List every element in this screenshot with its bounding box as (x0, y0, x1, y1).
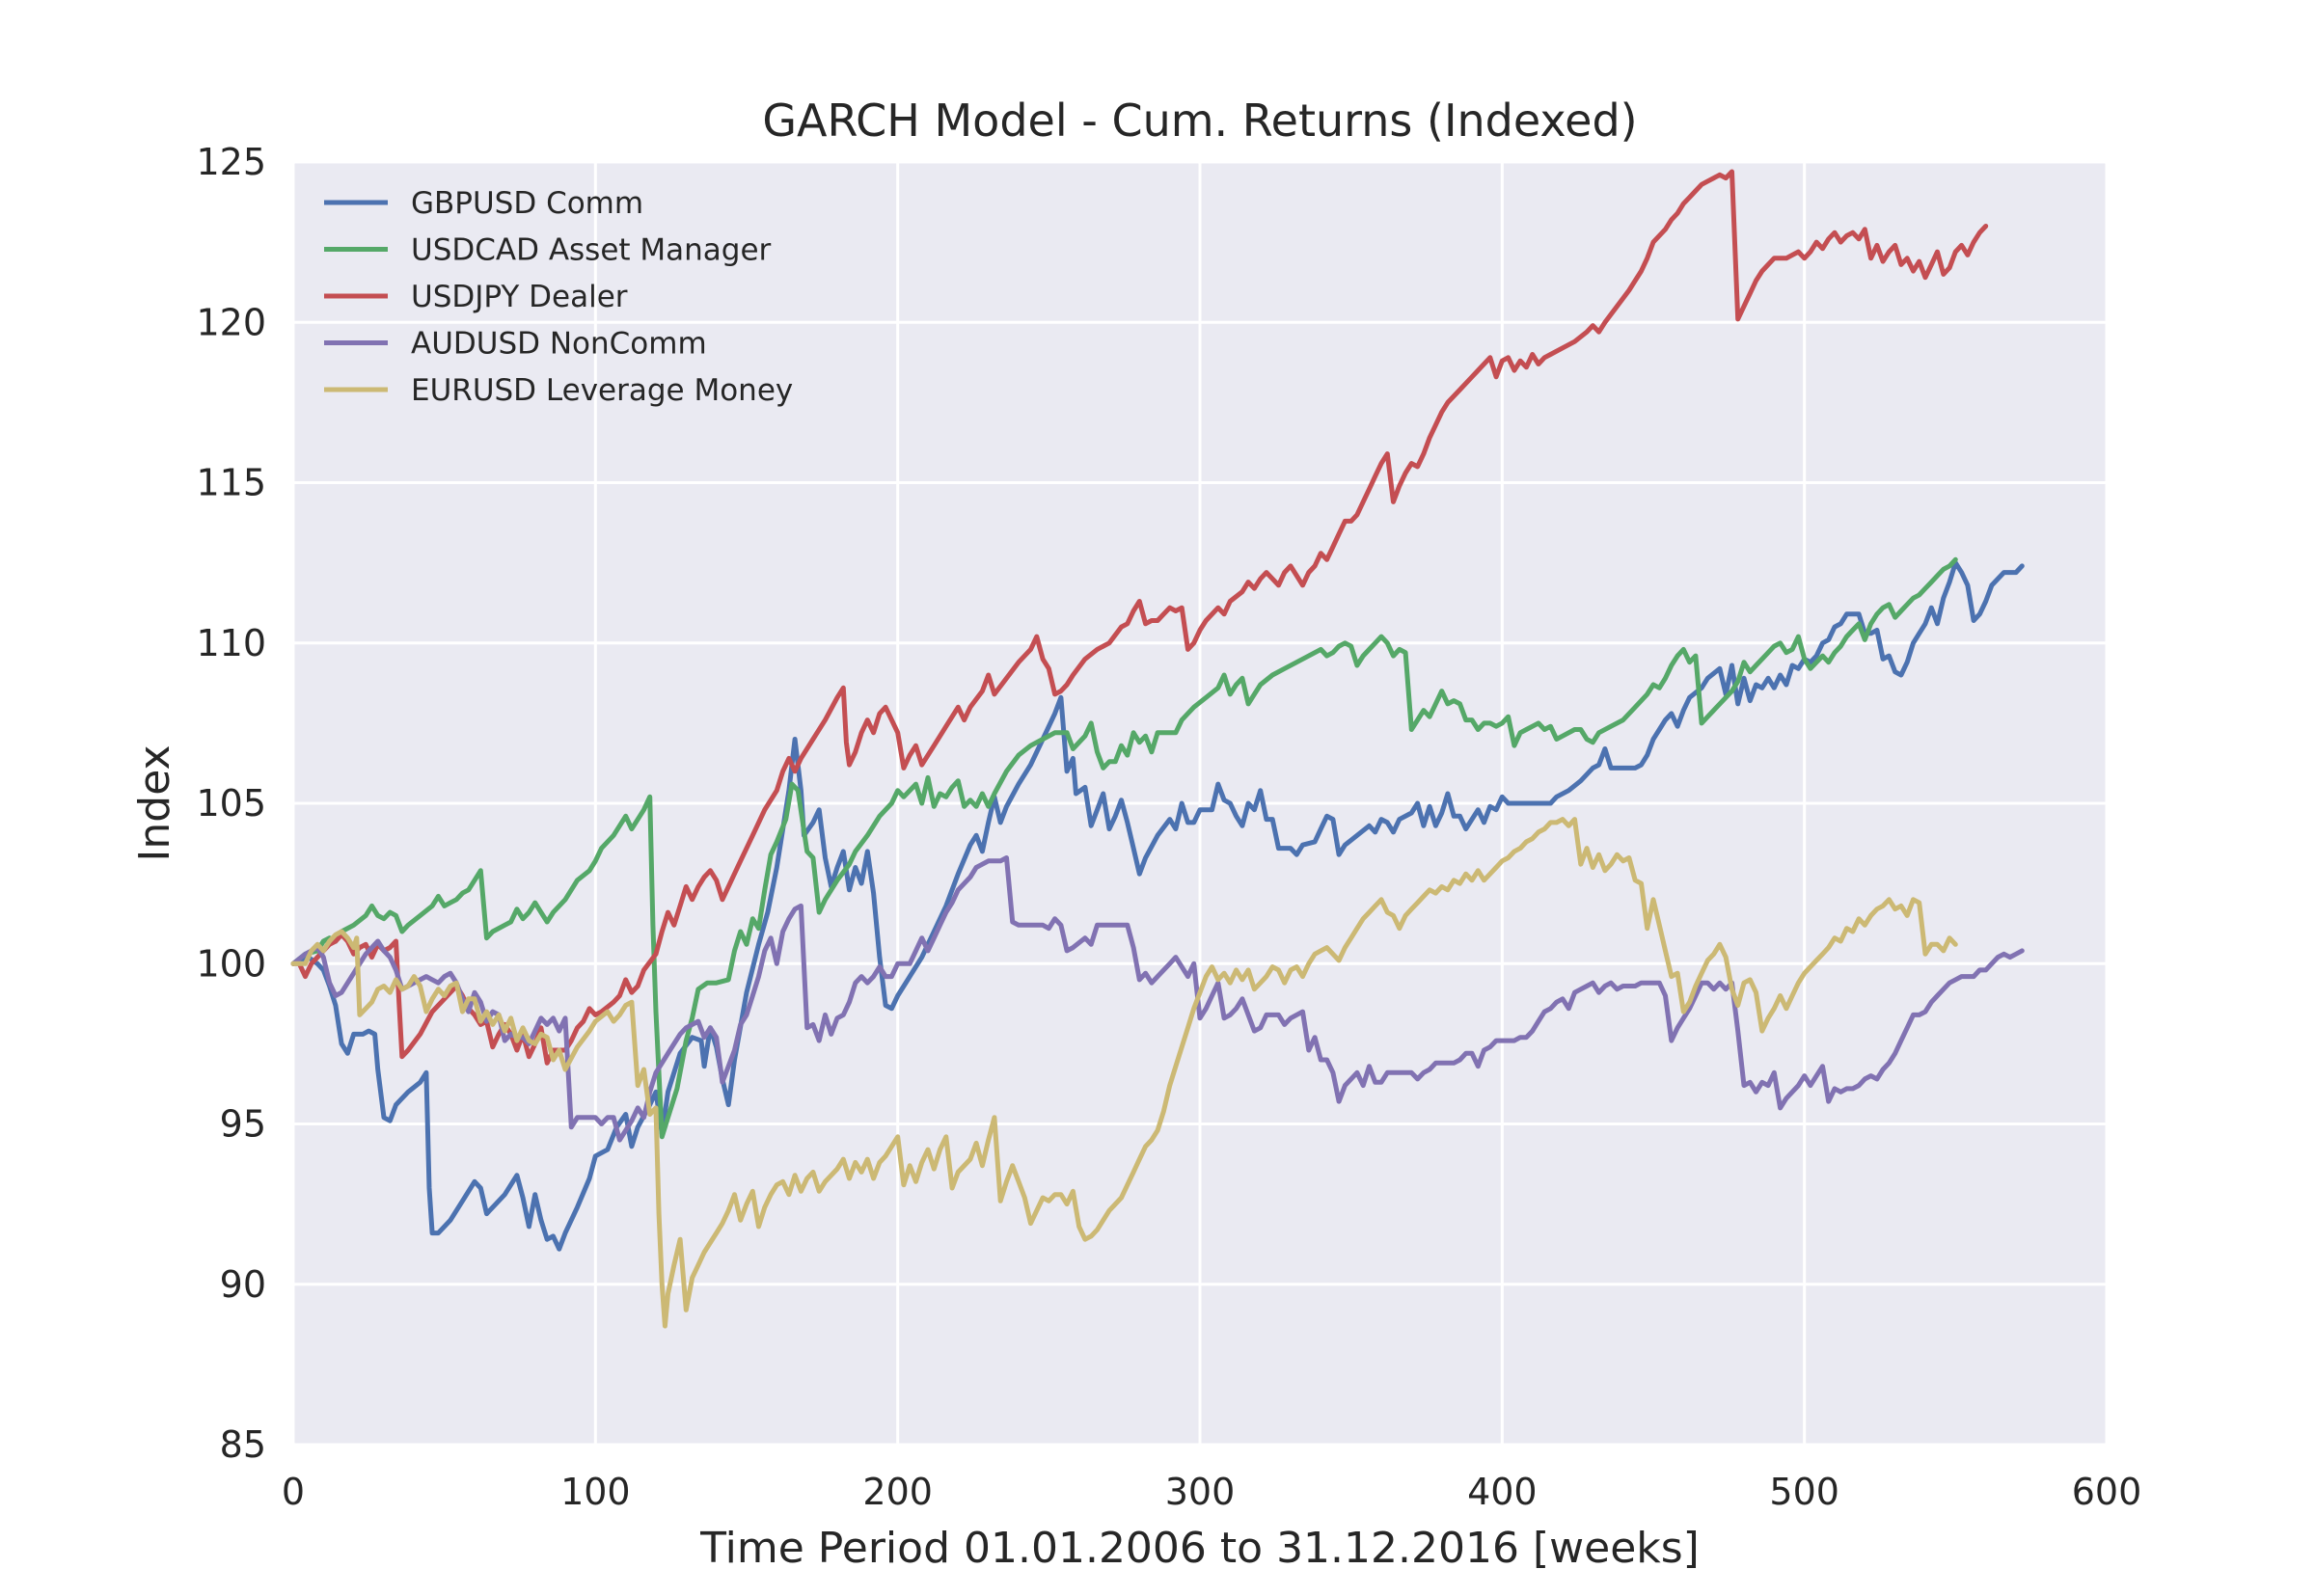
y-axis-ticks: 85 90 95 100 105 110 115 120 125 (196, 141, 266, 1466)
x-axis-ticks: 0 100 200 300 400 500 600 (282, 1471, 2141, 1513)
x-axis-label: Time Period 01.01.2006 to 31.12.2016 [we… (699, 1524, 1700, 1573)
legend-label: EURUSD Leverage Money (411, 373, 793, 408)
x-tick-label: 500 (1769, 1471, 1839, 1513)
y-tick-label: 125 (196, 141, 266, 183)
series-lines (290, 169, 2025, 1329)
series-line-usdcad-asset-manager (290, 556, 1958, 1140)
y-axis-label: Index (130, 744, 179, 861)
legend: GBPUSD Comm USDCAD Asset Manager USDJPY De… (324, 186, 793, 408)
y-tick-label: 105 (196, 782, 266, 825)
x-tick-label: 300 (1165, 1471, 1236, 1513)
x-tick-label: 400 (1467, 1471, 1538, 1513)
legend-label: USDJPY Dealer (411, 280, 628, 314)
legend-label: GBPUSD Comm (411, 186, 643, 221)
y-tick-label: 120 (196, 301, 266, 343)
series-line-gbpusd-comm (290, 560, 2025, 1252)
x-tick-label: 600 (2072, 1471, 2142, 1513)
y-tick-label: 110 (196, 622, 266, 664)
y-tick-label: 100 (196, 942, 266, 985)
legend-label: USDCAD Asset Manager (411, 233, 772, 268)
y-tick-label: 90 (220, 1263, 266, 1306)
y-tick-label: 115 (196, 462, 266, 504)
series-line-audusd-noncomm (290, 855, 2025, 1143)
series-line-eurusd-leverage-money (290, 817, 1958, 1329)
x-tick-label: 200 (862, 1471, 933, 1513)
legend-label: AUDUSD NonComm (411, 327, 707, 362)
grid (291, 160, 2109, 1447)
y-tick-label: 95 (220, 1103, 266, 1146)
x-tick-label: 0 (282, 1471, 305, 1513)
chart-title: GARCH Model - Cum. Returns (Indexed) (762, 95, 1637, 147)
x-tick-label: 100 (560, 1471, 631, 1513)
y-tick-label: 85 (220, 1423, 266, 1466)
